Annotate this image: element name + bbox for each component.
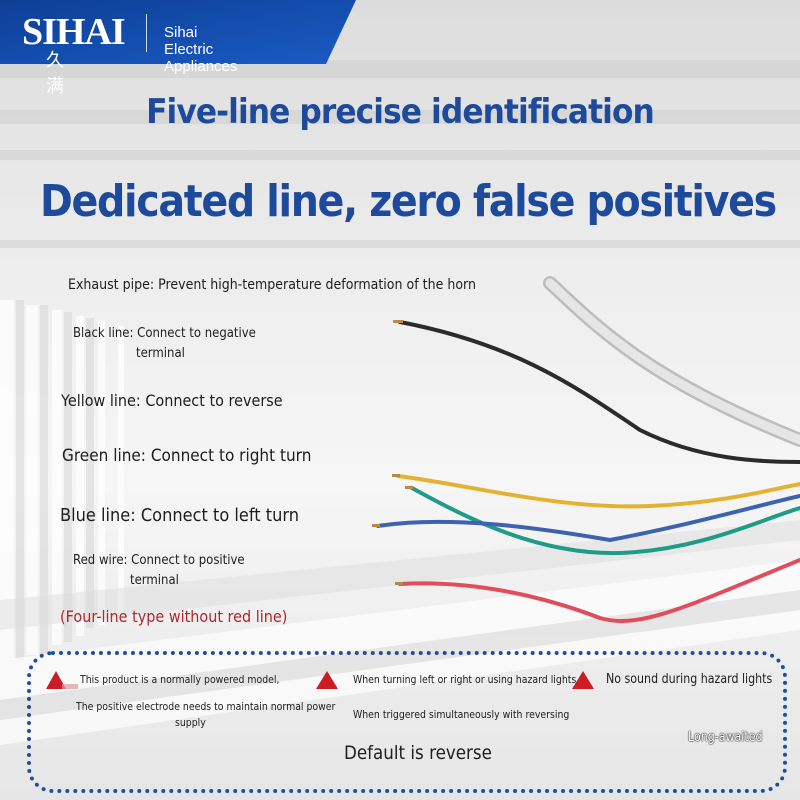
label-blue-line: Blue line: Connect to left turn (60, 505, 300, 526)
label-green-line: Green line: Connect to right turn (62, 446, 312, 466)
notice-item3: No sound during hazard lights (606, 672, 773, 687)
watermark-stamp: Long-awaited (688, 730, 763, 745)
warning-triangle-icon (316, 671, 338, 689)
brand-logo-chinese: 久满 (46, 50, 64, 96)
notice-item1-line3: supply (175, 716, 206, 729)
label-yellow-line: Yellow line: Connect to reverse (61, 391, 283, 410)
brand-logo: SIHAI (22, 11, 126, 53)
label-red-wire-cont: terminal (130, 573, 179, 588)
notice-footer: Default is reverse (344, 742, 492, 764)
warning-triangle-icon (46, 671, 78, 689)
notice-item1-line1: This product is a normally powered model… (80, 673, 280, 686)
four-line-note: (Four-line type without red line) (60, 607, 288, 626)
notice-item2-line1: When turning left or right or using haza… (353, 673, 577, 686)
headline-primary: Five-line precise identification (146, 92, 655, 132)
label-exhaust-pipe: Exhaust pipe: Prevent high-temperature d… (68, 277, 476, 293)
notice-item1-line2: The positive electrode needs to maintain… (76, 700, 336, 713)
headline-secondary: Dedicated line, zero false positives (40, 176, 777, 227)
company-name: Sihai Electric Appliances (164, 24, 238, 75)
label-black-line: Black line: Connect to negative (73, 326, 256, 341)
warning-triangle-icon (572, 671, 594, 689)
label-black-line-cont: terminal (136, 346, 185, 361)
brand-divider (146, 14, 147, 52)
notice-box (27, 651, 787, 793)
label-red-wire: Red wire: Connect to positive (73, 553, 245, 568)
notice-item2-line2: When triggered simultaneously with rever… (353, 708, 570, 721)
